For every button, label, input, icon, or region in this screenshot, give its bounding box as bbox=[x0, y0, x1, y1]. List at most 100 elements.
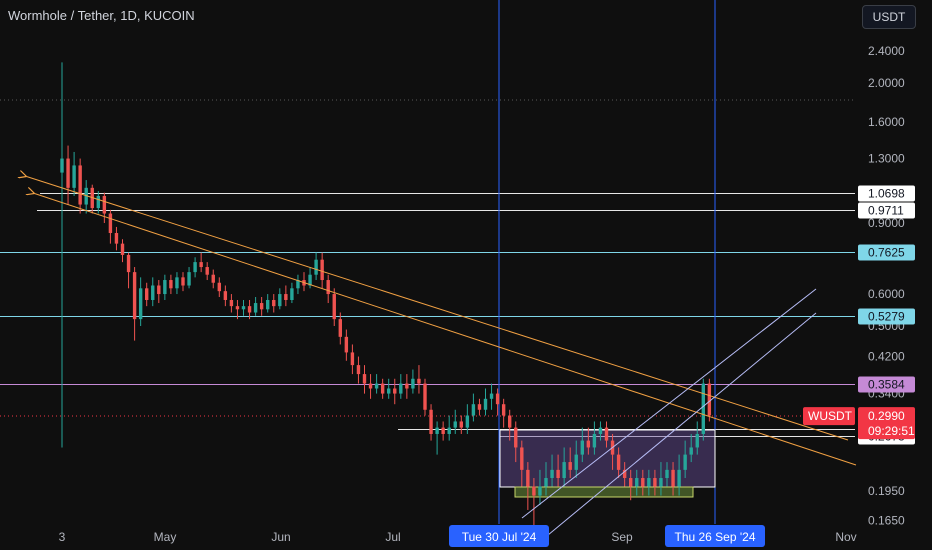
candle-body[interactable] bbox=[175, 277, 179, 289]
candle-body[interactable] bbox=[151, 285, 155, 300]
candle-body[interactable] bbox=[253, 303, 258, 313]
candle-body[interactable] bbox=[138, 288, 143, 320]
candle-body[interactable] bbox=[514, 427, 518, 448]
candle-body[interactable] bbox=[193, 262, 197, 273]
candle-body[interactable] bbox=[66, 158, 70, 188]
candle-body[interactable] bbox=[671, 469, 675, 487]
candle-body[interactable] bbox=[411, 378, 415, 389]
candle-body[interactable] bbox=[544, 478, 548, 487]
candle-body[interactable] bbox=[616, 454, 621, 470]
candle-body[interactable] bbox=[629, 478, 633, 487]
candle-body[interactable] bbox=[78, 165, 82, 205]
candle-body[interactable] bbox=[683, 454, 687, 470]
candle-body[interactable] bbox=[387, 388, 391, 394]
candle-body[interactable] bbox=[659, 478, 663, 487]
candle-body[interactable] bbox=[489, 393, 494, 399]
candle-body[interactable] bbox=[647, 478, 651, 487]
candle-body[interactable] bbox=[132, 272, 137, 320]
candle-body[interactable] bbox=[102, 195, 107, 214]
candle-body[interactable] bbox=[356, 365, 361, 375]
candle-body[interactable] bbox=[622, 469, 627, 479]
candle-body[interactable] bbox=[399, 383, 403, 394]
support-zone-box[interactable] bbox=[514, 486, 694, 498]
candle-body[interactable] bbox=[604, 427, 609, 441]
candle-body[interactable] bbox=[332, 294, 336, 320]
candle-body[interactable] bbox=[495, 393, 500, 405]
candle-body[interactable] bbox=[326, 280, 330, 295]
currency-button[interactable]: USDT bbox=[862, 5, 916, 29]
candle-body[interactable] bbox=[114, 233, 119, 244]
candle-body[interactable] bbox=[96, 195, 100, 209]
candle-body[interactable] bbox=[266, 299, 270, 310]
candle-body[interactable] bbox=[695, 433, 699, 448]
candle-body[interactable] bbox=[217, 282, 221, 292]
candle-body[interactable] bbox=[320, 259, 324, 281]
candle-body[interactable] bbox=[568, 462, 572, 470]
candle-body[interactable] bbox=[374, 383, 379, 389]
candle-body[interactable] bbox=[350, 352, 355, 366]
candle-body[interactable] bbox=[108, 213, 113, 234]
descending-trendline-lower[interactable] bbox=[33, 193, 857, 466]
candle-body[interactable] bbox=[84, 187, 88, 205]
candle-body[interactable] bbox=[653, 478, 657, 487]
candle-body[interactable] bbox=[586, 440, 591, 448]
candle-body[interactable] bbox=[501, 404, 506, 416]
candle-body[interactable] bbox=[701, 383, 705, 434]
candle-body[interactable] bbox=[556, 469, 560, 479]
candle-body[interactable] bbox=[126, 254, 131, 273]
candle-body[interactable] bbox=[187, 272, 191, 286]
candle-body[interactable] bbox=[235, 306, 240, 310]
candle-body[interactable] bbox=[526, 469, 530, 487]
candle-body[interactable] bbox=[598, 427, 603, 434]
candle-body[interactable] bbox=[707, 383, 712, 416]
candle-body[interactable] bbox=[532, 486, 536, 496]
candle-body[interactable] bbox=[393, 388, 397, 394]
candle-body[interactable] bbox=[241, 306, 246, 310]
candle-body[interactable] bbox=[211, 274, 215, 283]
candle-body[interactable] bbox=[259, 303, 264, 310]
candle-body[interactable] bbox=[223, 291, 228, 300]
candle-body[interactable] bbox=[477, 404, 482, 410]
candle-body[interactable] bbox=[465, 415, 470, 428]
candle-body[interactable] bbox=[423, 383, 427, 410]
candle-body[interactable] bbox=[362, 374, 367, 384]
candle-body[interactable] bbox=[308, 274, 312, 286]
candle-body[interactable] bbox=[368, 383, 373, 389]
candle-body[interactable] bbox=[471, 404, 476, 416]
candle-body[interactable] bbox=[641, 478, 645, 487]
candle-body[interactable] bbox=[459, 421, 463, 428]
candle-body[interactable] bbox=[120, 243, 125, 255]
ascending-channel-upper[interactable] bbox=[521, 288, 817, 519]
candle-body[interactable] bbox=[441, 427, 445, 434]
candle-body[interactable] bbox=[435, 427, 439, 434]
candle-body[interactable] bbox=[199, 262, 203, 268]
candle-body[interactable] bbox=[453, 421, 457, 428]
candle-body[interactable] bbox=[169, 280, 173, 289]
candle-body[interactable] bbox=[580, 440, 584, 455]
candle-body[interactable] bbox=[247, 306, 252, 313]
candle-body[interactable] bbox=[592, 433, 597, 448]
candle-body[interactable] bbox=[344, 336, 349, 353]
candle-body[interactable] bbox=[508, 415, 512, 428]
candle-body[interactable] bbox=[665, 469, 669, 479]
candle-body[interactable] bbox=[483, 398, 488, 410]
candle-body[interactable] bbox=[60, 158, 64, 173]
candle-body[interactable] bbox=[635, 478, 639, 487]
candle-body[interactable] bbox=[181, 277, 185, 286]
candle-body[interactable] bbox=[157, 285, 161, 295]
candle-body[interactable] bbox=[296, 280, 300, 289]
candle-body[interactable] bbox=[520, 447, 524, 470]
candle-body[interactable] bbox=[278, 294, 282, 307]
candle-body[interactable] bbox=[284, 294, 288, 300]
candle-body[interactable] bbox=[677, 469, 681, 487]
candle-body[interactable] bbox=[72, 165, 76, 188]
candle-body[interactable] bbox=[145, 288, 149, 300]
descending-trendline-upper[interactable] bbox=[25, 176, 849, 441]
candle-body[interactable] bbox=[163, 280, 167, 295]
candle-body[interactable] bbox=[205, 267, 209, 275]
candle-body[interactable] bbox=[338, 319, 342, 337]
candle-body[interactable] bbox=[562, 462, 566, 479]
candle-body[interactable] bbox=[447, 427, 451, 434]
ascending-channel-lower[interactable] bbox=[541, 312, 817, 541]
